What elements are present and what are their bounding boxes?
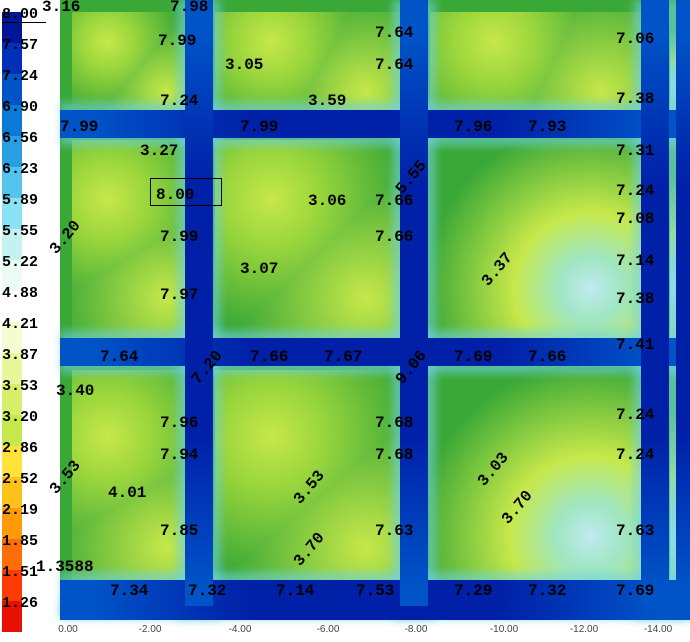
field-cell [215, 140, 403, 338]
colorbar-tick-label: 7.57 [0, 37, 58, 54]
colorbar-tick-label: 4.21 [0, 316, 58, 333]
colorbar-tick-label: 1.85 [0, 533, 58, 550]
colorbar-tick-label: 6.90 [0, 99, 58, 116]
x-tick-label: -10.00 [490, 624, 518, 635]
colorbar-tick-label: 8.00 [0, 6, 58, 23]
channel [60, 338, 690, 366]
colorbar-tick-label: 5.22 [0, 254, 58, 271]
colorbar-tick-label: 3.53 [0, 378, 58, 395]
colorbar-tick-label: 3.20 [0, 409, 58, 426]
field-cell [215, 370, 403, 592]
x-tick-label: -6.00 [317, 624, 340, 635]
channel [676, 0, 690, 620]
colorbar-tick-label: 3.87 [0, 347, 58, 364]
heatmap-plot: 3.167.987.993.057.647.647.067.243.597.38… [60, 0, 690, 620]
x-axis: 0.00 -2.00 -4.00 -6.00 -8.00 -10.00 -12.00 -14.… [60, 620, 690, 642]
field-cell [430, 370, 644, 592]
channel [185, 0, 213, 620]
colorbar-max-underline [2, 22, 46, 23]
colorbar-tick-label: 6.56 [0, 130, 58, 147]
channel [60, 606, 690, 620]
field-cell [72, 12, 190, 112]
colorbar-tick-label: 2.86 [0, 440, 58, 457]
x-tick-label: -4.00 [229, 624, 252, 635]
colorbar-tick-label: 6.23 [0, 161, 58, 178]
figure-root: 8.00 7.57 7.24 6.90 6.56 6.23 5.89 5.55 5.22 4.88… [0, 0, 690, 642]
colorbar-tick-label: 4.88 [0, 285, 58, 302]
x-tick-label: -8.00 [405, 624, 428, 635]
colorbar-tick-label: 2.52 [0, 471, 58, 488]
colorbar: 8.00 7.57 7.24 6.90 6.56 6.23 5.89 5.55 5.22 4.88… [0, 0, 60, 620]
x-tick-label: 0.00 [58, 624, 77, 635]
colorbar-tick-label: 7.24 [0, 68, 58, 85]
channel [60, 110, 690, 138]
channel [641, 0, 669, 620]
colorbar-tick-label: 1.26 [0, 595, 58, 612]
channel [60, 580, 690, 608]
field-cell [72, 140, 190, 338]
colorbar-tick-label: 5.89 [0, 192, 58, 209]
field-cell [215, 12, 403, 112]
x-tick-label: -14.00 [644, 624, 672, 635]
colorbar-tick-label: 2.19 [0, 502, 58, 519]
field-cell [72, 370, 190, 592]
field-cell [430, 12, 644, 112]
colorbar-tick-label: 5.55 [0, 223, 58, 240]
x-tick-label: -12.00 [570, 624, 598, 635]
colorbar-tick-label: 1.51 [0, 564, 58, 581]
max-value-box [150, 178, 222, 206]
field-cell [430, 140, 644, 338]
x-tick-label: -2.00 [139, 624, 162, 635]
channel [400, 0, 428, 620]
